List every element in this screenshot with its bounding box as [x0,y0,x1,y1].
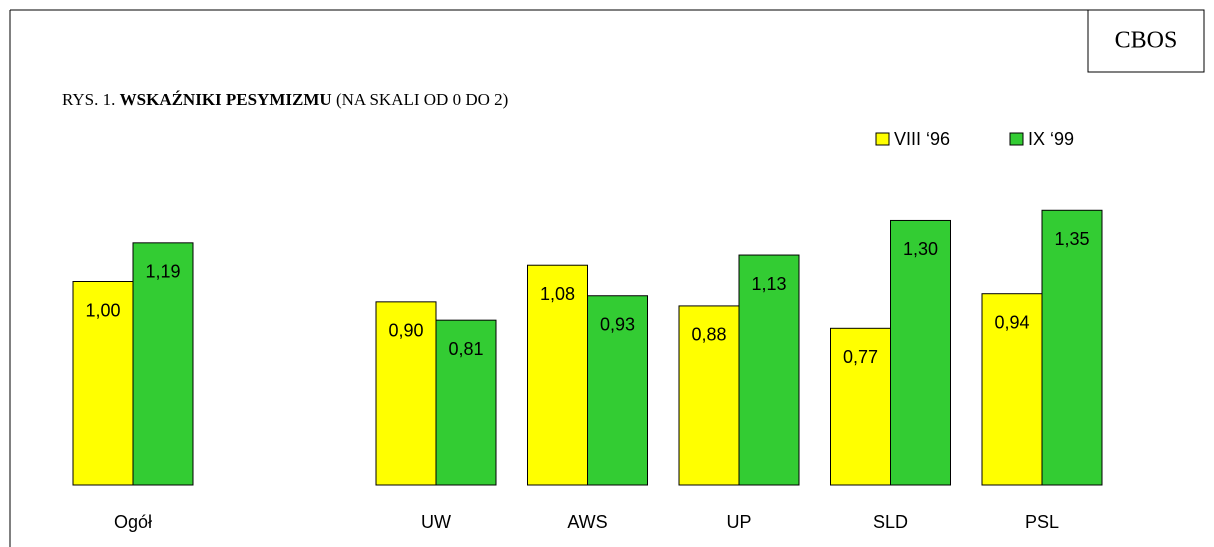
value-label: 0,93 [600,314,635,334]
x-tick-label: SLD [873,512,908,532]
x-tick-label: UP [726,512,751,532]
bar [587,295,648,486]
title-main: WSKAŹNIKI PESYMIZMU [120,90,332,109]
value-label: 0,81 [448,339,483,359]
value-label: 0,88 [691,325,726,345]
badge-box [1087,9,1205,73]
value-label: 1,13 [751,274,786,294]
legend-swatch [875,132,890,146]
bar [1041,209,1103,486]
value-label: 0,77 [843,347,878,367]
chart-title: RYS. 1. WSKAŹNIKI PESYMIZMU (NA SKALI OD… [62,90,508,109]
bar [678,305,740,486]
legend-label: IX ‘99 [1028,129,1074,149]
bar [132,242,194,486]
value-label: 0,94 [994,312,1029,332]
bar [435,319,497,486]
value-label: 1,00 [85,300,120,320]
bar [527,264,588,486]
title-suffix: (NA SKALI OD 0 DO 2) [336,90,508,109]
bar [72,281,134,486]
value-label: 1,35 [1054,229,1089,249]
x-tick-label: UW [421,512,451,532]
value-label: 1,19 [145,262,180,282]
x-tick-label: PSL [1025,512,1059,532]
value-label: 0,90 [388,321,423,341]
bar [375,301,437,486]
value-label: 1,08 [540,284,575,304]
x-tick-label: AWS [567,512,607,532]
bar [830,327,891,486]
title-prefix: RYS. 1. [62,90,115,109]
bar [890,219,951,486]
x-tick-label: Ogół [114,512,152,532]
badge: CBOS [1115,28,1178,54]
value-label: 1,30 [903,239,938,259]
legend-label: VIII ‘96 [894,129,950,149]
legend-swatch [1009,132,1024,146]
bar [738,254,800,486]
